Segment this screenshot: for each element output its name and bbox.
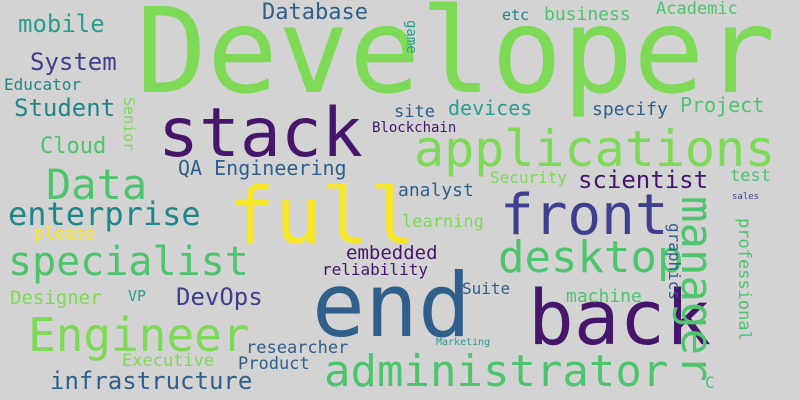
word-qa-engineering: QA Engineering (178, 156, 347, 180)
word-specify: specify (592, 99, 668, 120)
word-database: Database (262, 0, 368, 25)
word-cloud: Cloud (40, 134, 107, 159)
word-devops: DevOps (176, 283, 263, 311)
word-project: Project (680, 93, 765, 117)
word-marketing: Marketing (436, 337, 491, 348)
word-etc: etc (502, 6, 530, 24)
word-blockchain: Blockchain (372, 120, 457, 136)
word-end: end (312, 254, 471, 357)
word-front: front (500, 183, 669, 248)
word-stack: stack (158, 94, 363, 173)
word-data: Data (46, 160, 148, 209)
word-developer: Developer (136, 0, 776, 120)
word-designer: Designer (10, 287, 102, 309)
word-engineer: Engineer (28, 308, 250, 362)
word-administrator: administrator (324, 346, 669, 397)
word-please: please (34, 224, 96, 244)
word-vp: VP (128, 287, 147, 305)
word-desktop: desktop (498, 232, 684, 283)
word-full: full (228, 172, 416, 262)
word-security: Security (490, 168, 568, 187)
word-test: test (730, 166, 771, 186)
word-business: business (544, 4, 631, 25)
word-educator: Educator (4, 75, 82, 94)
word-infrastructure: infrastructure (50, 367, 253, 395)
word-specialist: specialist (8, 239, 249, 285)
word-academic: Academic (656, 0, 738, 19)
word-student: Student (14, 94, 116, 122)
word-sales: sales (732, 192, 760, 202)
word-enterprise: enterprise (8, 195, 201, 233)
word-suite: Suite (462, 279, 511, 298)
word-mobile: mobile (18, 10, 105, 38)
word-machine: machine (566, 286, 642, 307)
word-learning: learning (402, 212, 484, 232)
word-applications: applications (414, 120, 776, 178)
word-scientist: scientist (578, 166, 709, 194)
word-c: C (705, 373, 715, 392)
word-product: Product (238, 354, 310, 374)
word-back: back (528, 273, 712, 362)
word-embedded: embedded (346, 242, 438, 264)
word-executive: Executive (122, 351, 215, 371)
word-senior: Senior (120, 97, 138, 152)
word-graphics: graphics (665, 223, 684, 301)
word-site: site (394, 102, 435, 122)
word-system: System (30, 48, 117, 76)
word-analyst: analyst (398, 180, 474, 201)
word-professional: professional (734, 218, 754, 341)
word-devices: devices (448, 96, 533, 120)
word-reliability: reliability (322, 260, 428, 279)
word-game: game (403, 20, 419, 54)
word-researcher: researcher (246, 338, 349, 358)
